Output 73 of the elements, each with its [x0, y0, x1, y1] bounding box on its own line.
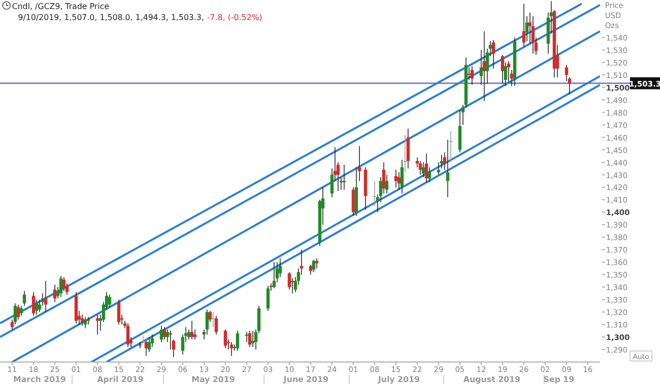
candlestick	[206, 309, 209, 335]
candlestick	[446, 139, 450, 198]
candlestick	[422, 162, 425, 178]
candlestick	[32, 292, 36, 316]
candlestick	[278, 258, 282, 278]
candlestick	[467, 67, 471, 80]
candlestick	[352, 186, 355, 216]
candlestick	[160, 325, 164, 342]
candlestick	[436, 162, 440, 176]
candlestick	[187, 329, 190, 340]
candlestick	[470, 66, 474, 86]
candlestick	[138, 342, 142, 349]
candlestick	[266, 285, 270, 312]
candlestick	[34, 299, 38, 315]
candlestick	[59, 275, 63, 298]
candlestick	[564, 64, 568, 82]
candlestick	[406, 128, 410, 169]
candlestick	[20, 305, 23, 316]
candlestick	[162, 326, 166, 340]
candlestick	[193, 329, 197, 340]
candlestick	[230, 342, 234, 356]
text: August 2019	[463, 375, 521, 384]
text: July 2019	[377, 375, 420, 384]
candlestick	[418, 160, 422, 176]
candlestick	[16, 304, 20, 320]
candlestick	[53, 284, 56, 302]
candlestick	[108, 294, 112, 308]
chart-title: Cndl, /GCZ9, Trade Price	[12, 2, 110, 11]
candlestick	[312, 259, 316, 273]
candlestick	[482, 30, 486, 102]
candlestick	[428, 166, 432, 183]
candlestick	[245, 332, 248, 342]
candlestick	[117, 299, 120, 325]
candlestick	[44, 280, 48, 312]
candlestick	[449, 130, 452, 163]
candlestick	[272, 262, 276, 289]
annotation: -7.8, (-0.52%)	[207, 13, 262, 22]
candlestick	[248, 330, 252, 348]
text: April 2019	[97, 375, 144, 384]
candlestick	[214, 315, 218, 335]
candlestick	[96, 314, 100, 335]
candlestick	[400, 159, 404, 194]
candlestick	[424, 153, 428, 183]
candlestick	[190, 320, 194, 340]
text: May 2019	[192, 375, 236, 384]
candlestick	[84, 316, 87, 329]
candlestick	[236, 330, 240, 352]
candlestick	[288, 272, 291, 290]
candlestick	[300, 249, 304, 276]
candlestick	[251, 330, 254, 348]
candlestick	[500, 54, 504, 84]
text: March 2019	[13, 375, 66, 384]
candlestick	[144, 340, 148, 356]
candlestick	[126, 322, 130, 348]
candlestick	[522, 3, 526, 47]
text: 9/10/2019, 1,507.0, 1,508.0, 1,494.3, 1,503.3,	[18, 13, 204, 22]
candlestick	[208, 310, 212, 322]
candlestick	[148, 336, 151, 352]
candlestick	[62, 276, 66, 292]
candlestick	[492, 40, 495, 70]
candlestick	[507, 60, 510, 83]
candlestick	[394, 169, 398, 188]
candlestick	[403, 134, 407, 173]
candlestick	[531, 16, 535, 54]
text: Sep 19	[543, 375, 575, 384]
candlestick	[373, 180, 376, 206]
candlestick	[224, 329, 227, 349]
candlestick	[397, 172, 401, 190]
candlestick	[80, 314, 84, 326]
candlestick	[458, 109, 462, 153]
text: June 2019	[282, 375, 329, 384]
candlestick	[315, 258, 318, 269]
candlestick	[22, 290, 26, 306]
